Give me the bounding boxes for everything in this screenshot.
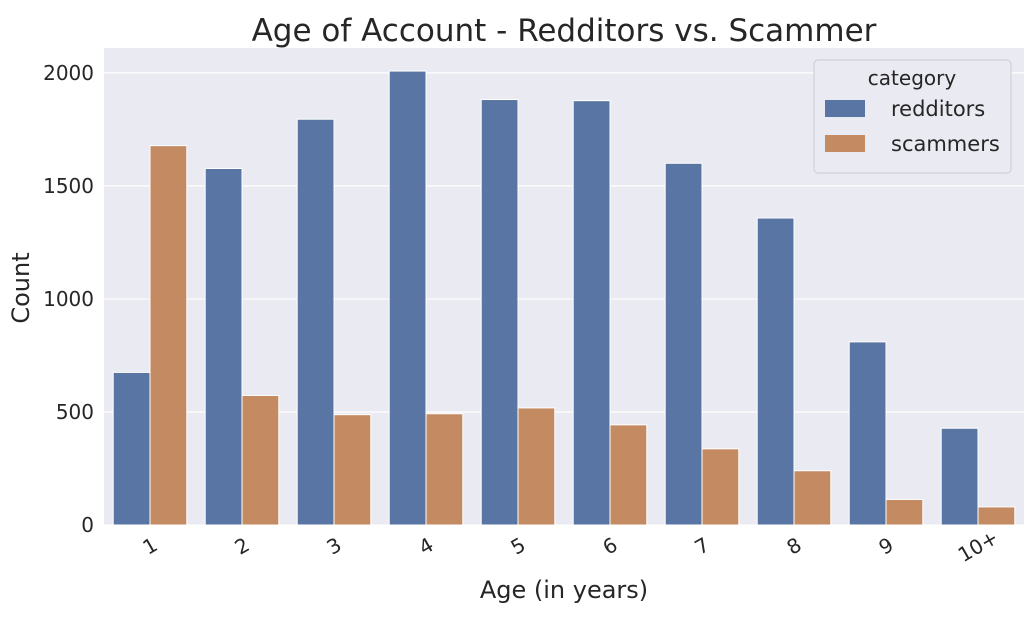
bar-redditors-4 (388, 70, 427, 526)
y-tick-label: 2000 (43, 61, 94, 85)
bar-redditors-8 (756, 217, 795, 526)
x-tick-label: 2 (230, 532, 253, 559)
y-tick-label: 1000 (43, 287, 94, 311)
legend-items: redditors scammers (825, 97, 1000, 156)
bar-scammers-5 (517, 407, 556, 526)
legend-label-scammers: scammers (891, 132, 1000, 156)
bar-redditors-1 (112, 371, 151, 526)
x-tick-label: 10+ (954, 525, 1003, 567)
legend-swatch-redditors (825, 100, 865, 117)
y-axis-label: Count (7, 252, 35, 323)
bar-redditors-7 (664, 162, 703, 526)
x-tick-label: 1 (138, 532, 161, 559)
x-tick-label: 5 (506, 532, 529, 559)
x-tick-label: 6 (598, 532, 621, 559)
bars (112, 70, 1016, 526)
legend-title: category (868, 66, 957, 90)
y-tick-label: 500 (56, 400, 94, 424)
chart-title: Age of Account - Redditors vs. Scammer (252, 13, 877, 49)
bar-scammers-7 (701, 448, 740, 526)
y-tick-label: 1500 (43, 174, 94, 198)
bar-redditors-6 (572, 100, 611, 526)
x-tick-label: 4 (414, 532, 437, 559)
bar-scammers-9 (885, 498, 924, 526)
x-tick-label: 8 (782, 532, 805, 559)
x-tick-label: 9 (874, 532, 897, 559)
bar-redditors-10+ (940, 427, 979, 526)
legend-label-redditors: redditors (891, 97, 985, 121)
bar-scammers-6 (609, 424, 648, 526)
bar-scammers-3 (333, 414, 372, 526)
bar-redditors-3 (296, 118, 335, 526)
bar-scammers-10+ (977, 506, 1016, 526)
x-axis-label: Age (in years) (480, 576, 648, 604)
x-tick-labels: 1 2 3 4 5 6 7 8 9 10+ (138, 525, 1002, 567)
y-tick-labels: 0 500 1000 1500 2000 (43, 61, 94, 537)
x-tick-label: 3 (322, 532, 345, 559)
y-tick-label: 0 (81, 513, 94, 537)
bar-redditors-9 (848, 341, 887, 526)
legend: category redditors scammers (813, 59, 1012, 174)
bar-redditors-5 (480, 99, 519, 526)
bar-scammers-8 (793, 470, 832, 526)
bar-redditors-2 (204, 167, 243, 526)
bar-scammers-4 (425, 413, 464, 526)
bar-scammers-1 (149, 145, 188, 526)
x-tick-label: 7 (690, 532, 713, 559)
bar-scammers-2 (241, 394, 280, 526)
legend-swatch-scammers (825, 135, 865, 152)
